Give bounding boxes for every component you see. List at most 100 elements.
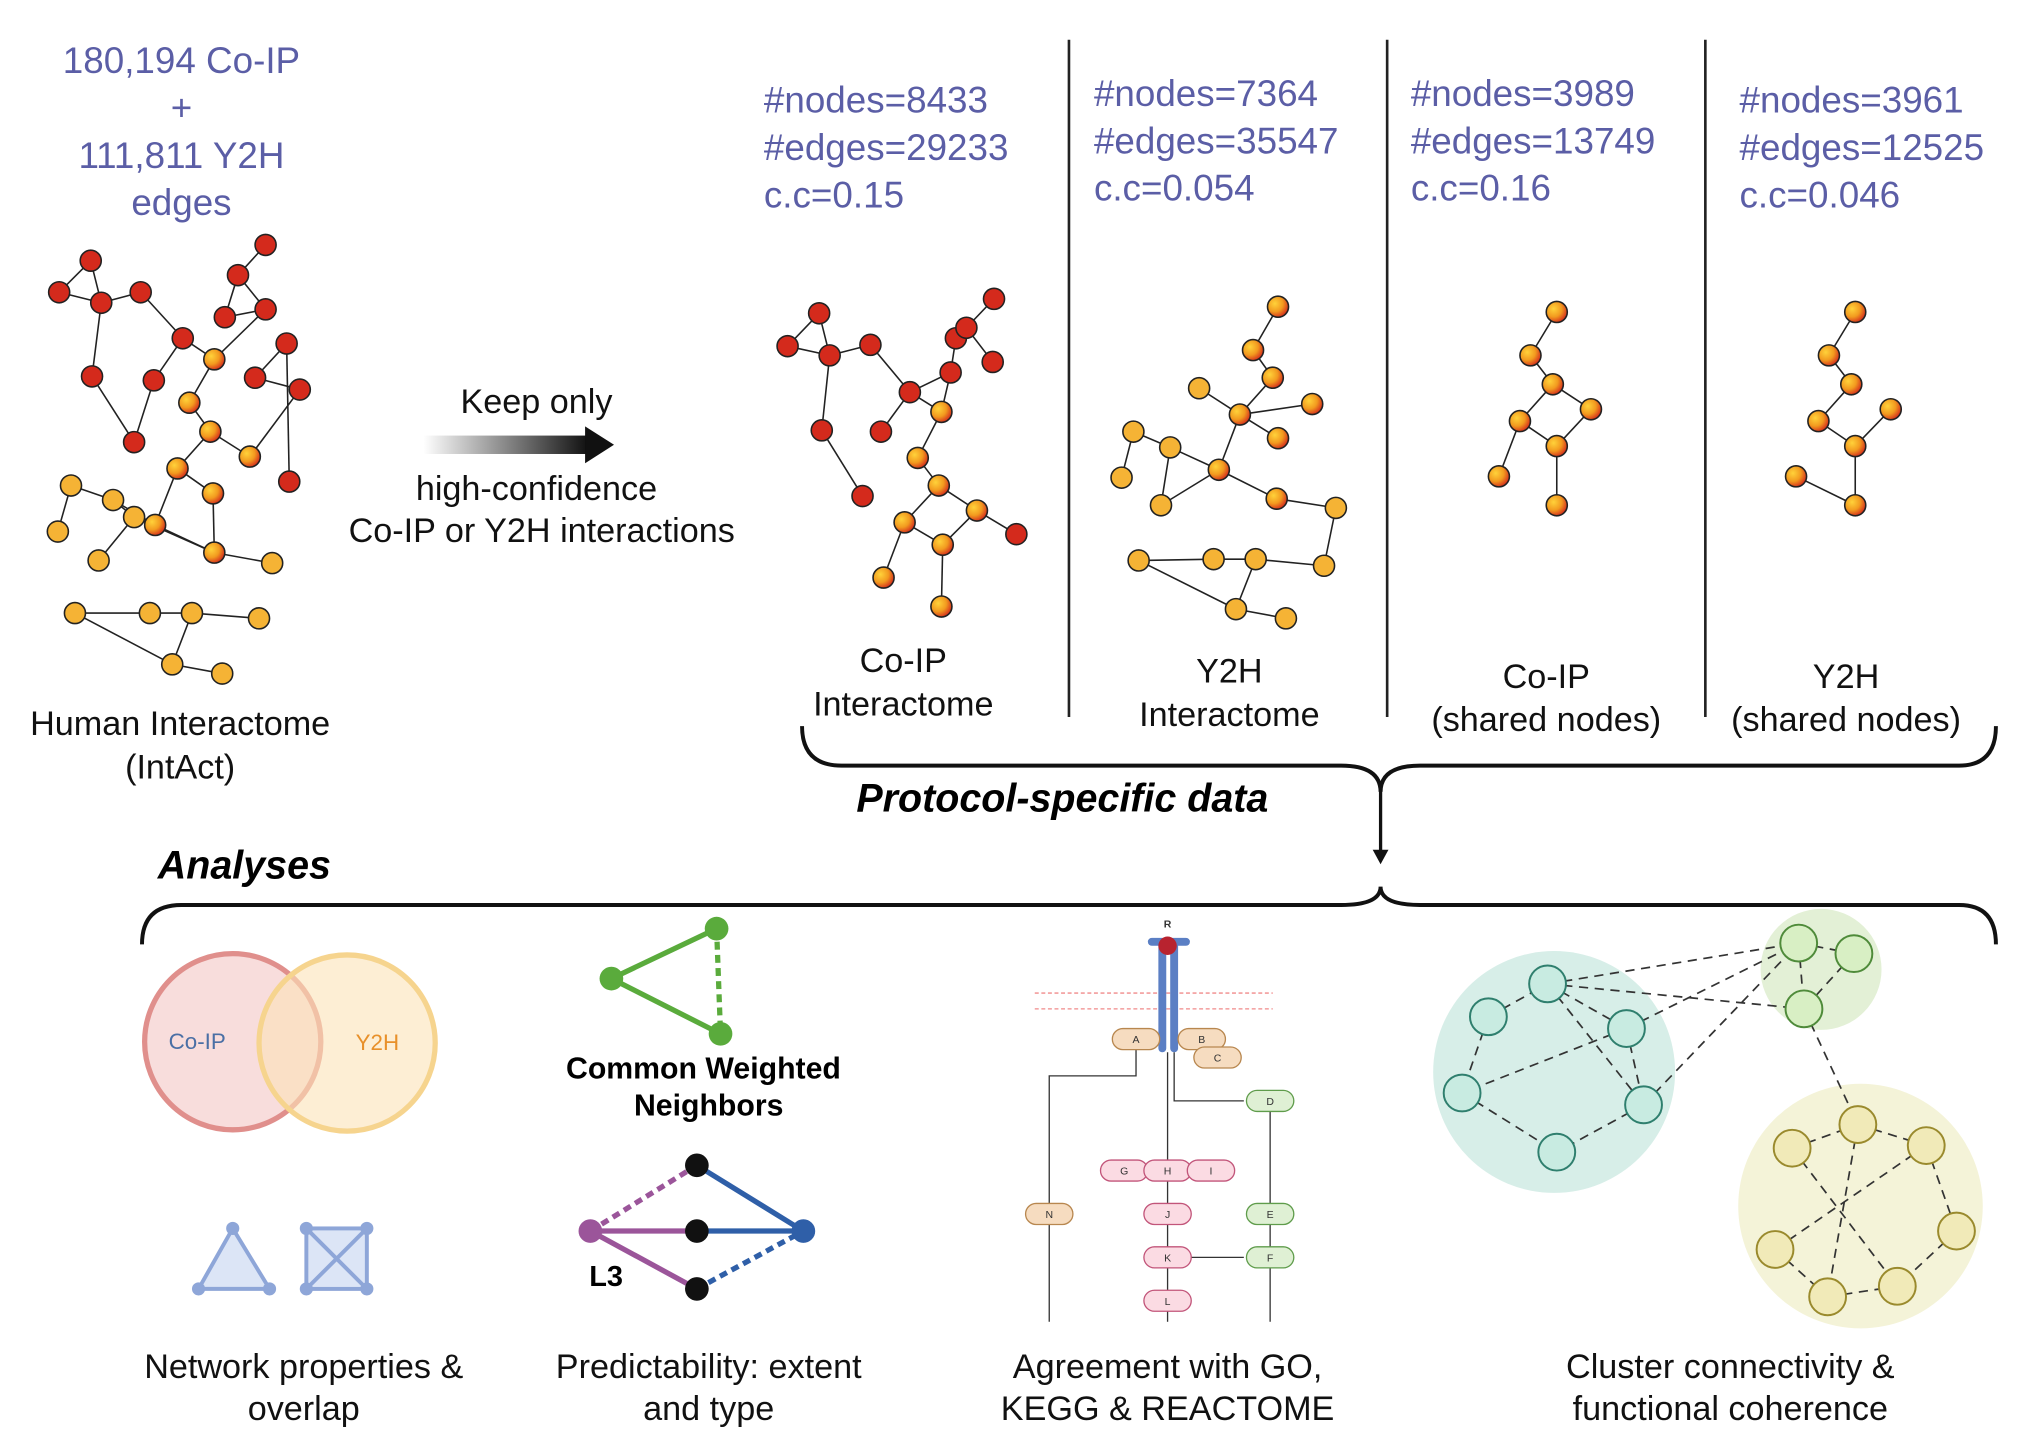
node	[79, 249, 103, 273]
section-label: Protocol-specific data	[856, 777, 1268, 821]
stat: #nodes=8433	[764, 80, 988, 121]
pathway-box	[1245, 1202, 1295, 1226]
node	[238, 445, 262, 468]
edge	[1160, 469, 1220, 506]
section-label: Analyses	[157, 844, 331, 888]
node	[1545, 300, 1569, 324]
caption: functional coherence	[1573, 1390, 1888, 1428]
node	[965, 499, 989, 522]
pathway-label: E	[1267, 1209, 1274, 1221]
down-arrow-head	[1372, 849, 1389, 865]
header-line: +	[171, 88, 192, 129]
node	[87, 549, 110, 572]
node	[955, 316, 978, 340]
pathway-label: G	[1120, 1166, 1128, 1178]
motifs	[191, 1221, 374, 1296]
pathway-label: I	[1210, 1166, 1213, 1178]
node	[254, 233, 277, 257]
node	[260, 551, 284, 575]
node	[939, 361, 962, 384]
node	[930, 400, 953, 424]
caption: overlap	[248, 1390, 360, 1428]
node	[46, 520, 70, 543]
node	[142, 369, 166, 392]
pathway-label: F	[1267, 1252, 1273, 1264]
node	[1545, 434, 1569, 458]
node	[1843, 300, 1867, 324]
header-line: edges	[131, 182, 231, 223]
node	[129, 280, 152, 304]
stat: #edges=29233	[764, 127, 1009, 168]
caption: Human Interactome	[30, 705, 330, 743]
edge	[1138, 559, 1237, 610]
edge	[91, 375, 135, 443]
edge	[213, 308, 267, 360]
node	[1843, 434, 1867, 458]
node	[210, 662, 234, 685]
node	[872, 566, 895, 589]
node	[1149, 493, 1173, 517]
node	[1508, 409, 1532, 433]
pathway-box	[1143, 1289, 1192, 1312]
node	[930, 595, 953, 618]
caption: (shared nodes)	[1431, 701, 1661, 739]
motif-label: Neighbors	[634, 1089, 784, 1122]
l3-motif	[578, 1153, 816, 1301]
node	[1244, 547, 1267, 571]
node	[869, 420, 893, 443]
pathway-label: D	[1266, 1096, 1274, 1108]
node	[288, 378, 312, 401]
venn	[142, 950, 438, 1134]
node	[1122, 420, 1145, 443]
edge	[249, 389, 301, 458]
node	[982, 287, 1006, 311]
caption: Y2H	[1196, 653, 1262, 691]
node	[160, 653, 184, 676]
pathway-label: J	[1165, 1209, 1170, 1221]
caption: Co-IP	[860, 642, 947, 680]
node	[1839, 372, 1863, 396]
caption: Interactome	[813, 685, 993, 723]
node	[1127, 549, 1150, 572]
caption: Agreement with GO,	[1013, 1348, 1323, 1386]
node	[851, 484, 874, 508]
edge	[1138, 558, 1214, 562]
edge	[74, 612, 173, 666]
node	[1266, 295, 1290, 319]
stat: c.c=0.046	[1740, 174, 1901, 215]
node	[1784, 465, 1808, 488]
node	[143, 513, 167, 537]
node	[927, 474, 951, 497]
node	[254, 298, 277, 321]
pathway-box	[1245, 1246, 1295, 1269]
node	[931, 533, 955, 557]
node	[80, 365, 104, 388]
node	[122, 430, 146, 454]
node	[138, 601, 162, 625]
node	[1228, 403, 1252, 426]
node	[1519, 344, 1542, 367]
caption: and type	[643, 1390, 774, 1428]
node	[893, 511, 916, 534]
pathway-label: H	[1164, 1166, 1172, 1178]
node	[59, 474, 83, 497]
arrow-head	[585, 426, 615, 464]
caption: Cluster connectivity &	[1566, 1348, 1895, 1386]
receptor-label: R	[1164, 918, 1172, 930]
caption: (shared nodes)	[1731, 701, 1961, 739]
pathway-box	[1143, 1246, 1192, 1269]
node	[1187, 376, 1211, 400]
node	[178, 391, 201, 415]
header-line: 111,811 Y2H	[78, 135, 284, 176]
arrow-label: high-confidence	[416, 470, 657, 508]
node	[247, 607, 271, 630]
node	[1879, 397, 1903, 421]
node	[1579, 397, 1603, 421]
pathway-label: C	[1214, 1053, 1222, 1065]
pathway-label: A	[1133, 1034, 1140, 1046]
caption: Co-IP	[1503, 658, 1590, 696]
node	[63, 601, 87, 625]
caption: Predictability: extent	[556, 1348, 862, 1386]
